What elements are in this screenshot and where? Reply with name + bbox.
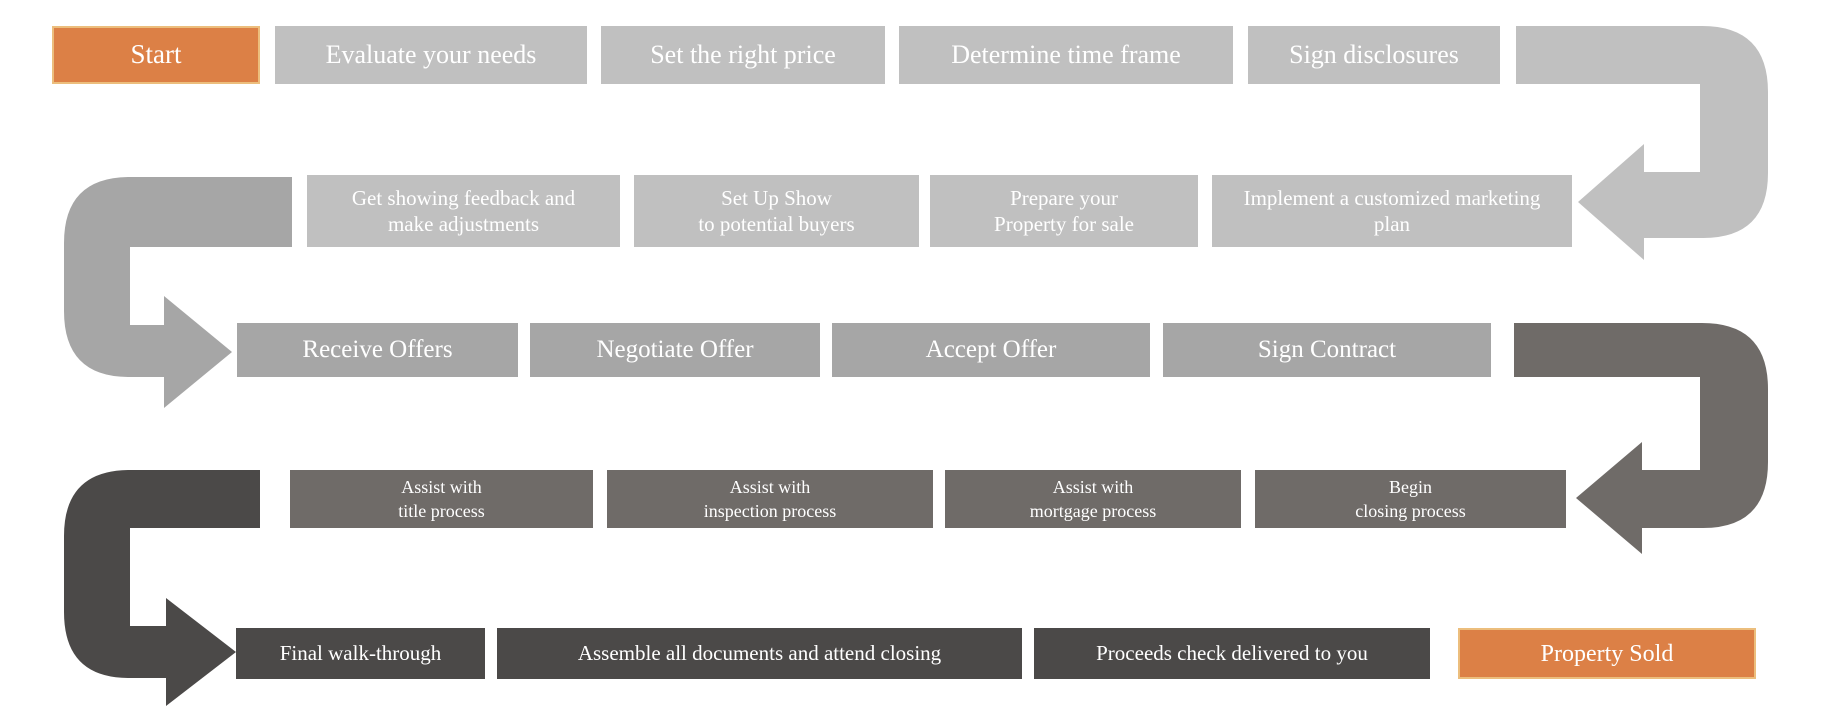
arrow-feedback-to-receive-icon (64, 177, 292, 408)
step-evaluate-needs: Evaluate your needs (275, 26, 587, 84)
step-mortgage-process: Assist with mortgage process (945, 470, 1241, 528)
step-setup-show: Set Up Show to potential buyers (634, 175, 919, 247)
step-negotiate-offer: Negotiate Offer (530, 323, 820, 377)
arrow-title-to-walkthrough-icon (64, 470, 260, 706)
step-final-walkthrough: Final walk-through (236, 628, 485, 679)
step-time-frame: Determine time frame (899, 26, 1233, 84)
step-marketing-plan: Implement a customized marketing plan (1212, 175, 1572, 247)
step-set-price: Set the right price (601, 26, 885, 84)
step-receive-offers: Receive Offers (237, 323, 518, 377)
step-begin-closing: Begin closing process (1255, 470, 1566, 528)
step-title-process: Assist with title process (290, 470, 593, 528)
arrow-disclosures-to-marketing-icon (1516, 26, 1768, 260)
step-proceeds-check: Proceeds check delivered to you (1034, 628, 1430, 679)
step-accept-offer: Accept Offer (832, 323, 1150, 377)
arrow-contract-to-closing-icon (1514, 323, 1768, 554)
step-prepare-property: Prepare your Property for sale (930, 175, 1198, 247)
step-assemble-documents: Assemble all documents and attend closin… (497, 628, 1022, 679)
step-inspection-process: Assist with inspection process (607, 470, 933, 528)
step-property-sold: Property Sold (1458, 628, 1756, 679)
step-start: Start (52, 26, 260, 84)
step-sign-disclosures: Sign disclosures (1248, 26, 1500, 84)
step-sign-contract: Sign Contract (1163, 323, 1491, 377)
step-showing-feedback: Get showing feedback and make adjustment… (307, 175, 620, 247)
